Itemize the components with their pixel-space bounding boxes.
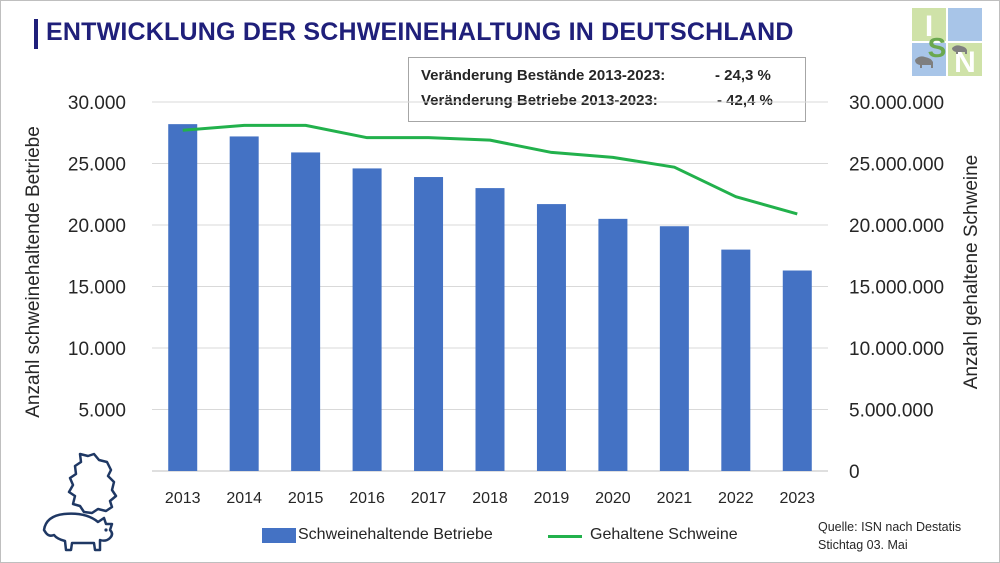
y-left-tick-label: 5.000: [78, 401, 126, 422]
bar: [475, 188, 505, 471]
bar: [291, 152, 321, 471]
bar: [168, 124, 198, 471]
y-right-tick-label: 25.000.000: [849, 155, 944, 176]
source-line-1: Quelle: ISN nach Destatis: [818, 520, 962, 534]
title-accent-bar: [34, 19, 38, 49]
y-left-tick-label: 10.000: [68, 339, 126, 360]
y-left-tick-label: 25.000: [68, 155, 126, 176]
isn-logo: I S N: [912, 8, 982, 76]
y-right-tick-label: 0: [849, 462, 860, 483]
x-tick-label: 2014: [226, 490, 262, 507]
pig-germany-icon: [42, 452, 118, 552]
x-tick-label: 2020: [595, 490, 631, 507]
x-tick-label: 2022: [718, 490, 754, 507]
x-tick-label: 2018: [472, 490, 508, 507]
y-right-tick-label: 15.000.000: [849, 278, 944, 299]
y-axis-left-label: Anzahl schweinehaltende Betriebe: [23, 126, 44, 418]
stat-value-betriebe: - 42,4 %: [717, 92, 773, 109]
bar: [352, 168, 382, 472]
bar: [414, 177, 444, 471]
source-line-2: Stichtag 03. Mai: [818, 538, 908, 552]
bar: [229, 136, 259, 471]
x-tick-label: 2013: [165, 490, 201, 507]
y-axis-right-label: Anzahl gehaltene Schweine: [961, 154, 982, 390]
y-right-tick-label: 20.000.000: [849, 216, 944, 237]
y-left-tick-label: 20.000: [68, 216, 126, 237]
stat-label-bestaende: Veränderung Bestände 2013-2023:: [421, 67, 666, 84]
y-left-tick-label: 30.000: [68, 93, 126, 114]
logo-letter-s: S: [928, 32, 947, 63]
x-tick-label: 2016: [349, 490, 385, 507]
x-tick-label: 2017: [411, 490, 447, 507]
bar: [598, 218, 628, 471]
bar: [536, 204, 566, 471]
bar: [721, 249, 751, 471]
legend-label-schweine: Gehaltene Schweine: [590, 526, 738, 543]
logo-letter-i: I: [925, 10, 933, 43]
x-tick-label: 2015: [288, 490, 324, 507]
bar: [782, 270, 812, 471]
y-right-tick-label: 5.000.000: [849, 401, 934, 422]
y-right-tick-label: 10.000.000: [849, 339, 944, 360]
x-tick-label: 2023: [779, 490, 815, 507]
x-tick-label: 2021: [657, 490, 693, 507]
chart-title: ENTWICKLUNG DER SCHWEINEHALTUNG IN DEUTS…: [46, 18, 794, 46]
legend-label-betriebe: Schweinehaltende Betriebe: [298, 526, 493, 543]
x-tick-label: 2019: [534, 490, 570, 507]
stat-label-betriebe: Veränderung Betriebe 2013-2023:: [421, 92, 658, 109]
stat-value-bestaende: - 24,3 %: [715, 67, 771, 84]
change-summary-box: Veränderung Bestände 2013-2023: - 24,3 %…: [408, 57, 806, 122]
legend-swatch-schweine: [548, 535, 582, 538]
bar: [659, 226, 689, 471]
y-left-tick-label: 15.000: [68, 278, 126, 299]
legend-swatch-betriebe: [262, 528, 296, 543]
logo-letter-n: N: [954, 46, 976, 76]
y-right-tick-label: 30.000.000: [849, 93, 944, 114]
